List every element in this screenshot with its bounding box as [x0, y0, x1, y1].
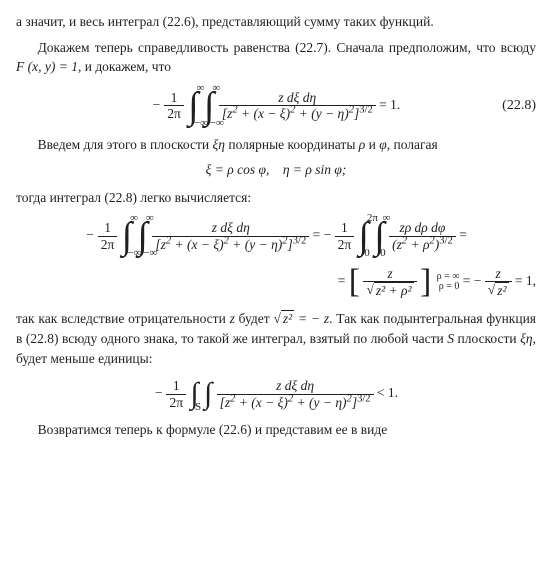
inline-math: S [447, 331, 454, 346]
xi-def: ξ = ρ cos φ, [206, 162, 270, 177]
integral-1: ∫∞−∞ [188, 87, 198, 125]
den: 2π [164, 106, 184, 122]
den: [z2 + (x − ξ)2 + (y − η)2]3/2 [219, 106, 376, 122]
chain-line-1: − 1 2π ∫∞−∞ ∫∞−∞ z dξ dη [z2 + (x − ξ)2 … [85, 217, 466, 255]
text: Введем для этого в плоскости [38, 137, 213, 152]
minus: − [152, 97, 165, 112]
coef-fraction: 1 2π [164, 90, 184, 122]
integral-s-2: ∫ [204, 379, 212, 409]
integral-s-1: ∫S [190, 379, 198, 409]
text: так как вследствие отрицательности [16, 311, 230, 326]
equation-chain: − 1 2π ∫∞−∞ ∫∞−∞ z dξ dη [z2 + (x − ξ)2 … [16, 217, 536, 299]
inline-math: F (x, y) = 1 [16, 59, 78, 74]
paragraph-1: а значит, и весь интеграл (22.6), предст… [16, 12, 536, 32]
equals-one: = 1. [379, 97, 400, 112]
paragraph-5: так как вследствие отрицательности z буд… [16, 309, 536, 368]
num: 1 [164, 90, 184, 107]
inline-math: φ [379, 137, 386, 152]
paragraph-3: Введем для этого в плоскости ξη полярные… [16, 135, 536, 155]
text: и [365, 137, 379, 152]
equation-22-8: − 1 2π ∫∞−∞ ∫∞−∞ z dξ dη [z2 + (x − ξ)2 … [16, 87, 536, 125]
inline-math: ξη [213, 137, 225, 152]
integral-2: ∫∞−∞ [204, 87, 214, 125]
text: будет [235, 311, 274, 326]
polar-definition: ξ = ρ cos φ, η = ρ sin φ; [16, 160, 536, 180]
paragraph-6: Возвратимся теперь к формуле (22.6) и пр… [16, 420, 536, 440]
paragraph-2: Докажем теперь справедливость равенства … [16, 38, 536, 77]
integrand-fraction: z dξ dη [z2 + (x − ξ)2 + (y − η)2]3/2 [219, 90, 376, 122]
inline-math: √z² = − z [274, 311, 330, 326]
paragraph-4: тогда интеграл (22.8) легко вычисляется: [16, 188, 536, 208]
eta-def: η = ρ sin φ; [283, 162, 347, 177]
inline-math: ξη [520, 331, 532, 346]
equation-body: − 1 2π ∫∞−∞ ∫∞−∞ z dξ dη [z2 + (x − ξ)2 … [152, 87, 400, 125]
text: Докажем теперь справедливость равенства … [38, 40, 536, 55]
equation-label: (22.8) [502, 96, 536, 116]
chain-line-2: = [ z √z² + ρ² ] ρ = ∞ρ = 0 = − z √z² = … [16, 265, 536, 299]
text: полярные координаты [225, 137, 359, 152]
text: , полагая [387, 137, 438, 152]
equation-inequality: − 1 2π ∫S ∫ z dξ dη [z2 + (x − ξ)2 + (y … [16, 378, 536, 410]
text: , и докажем, что [78, 59, 171, 74]
equation-body: − 1 2π ∫S ∫ z dξ dη [z2 + (x − ξ)2 + (y … [154, 378, 398, 410]
text: плоскости [454, 331, 520, 346]
